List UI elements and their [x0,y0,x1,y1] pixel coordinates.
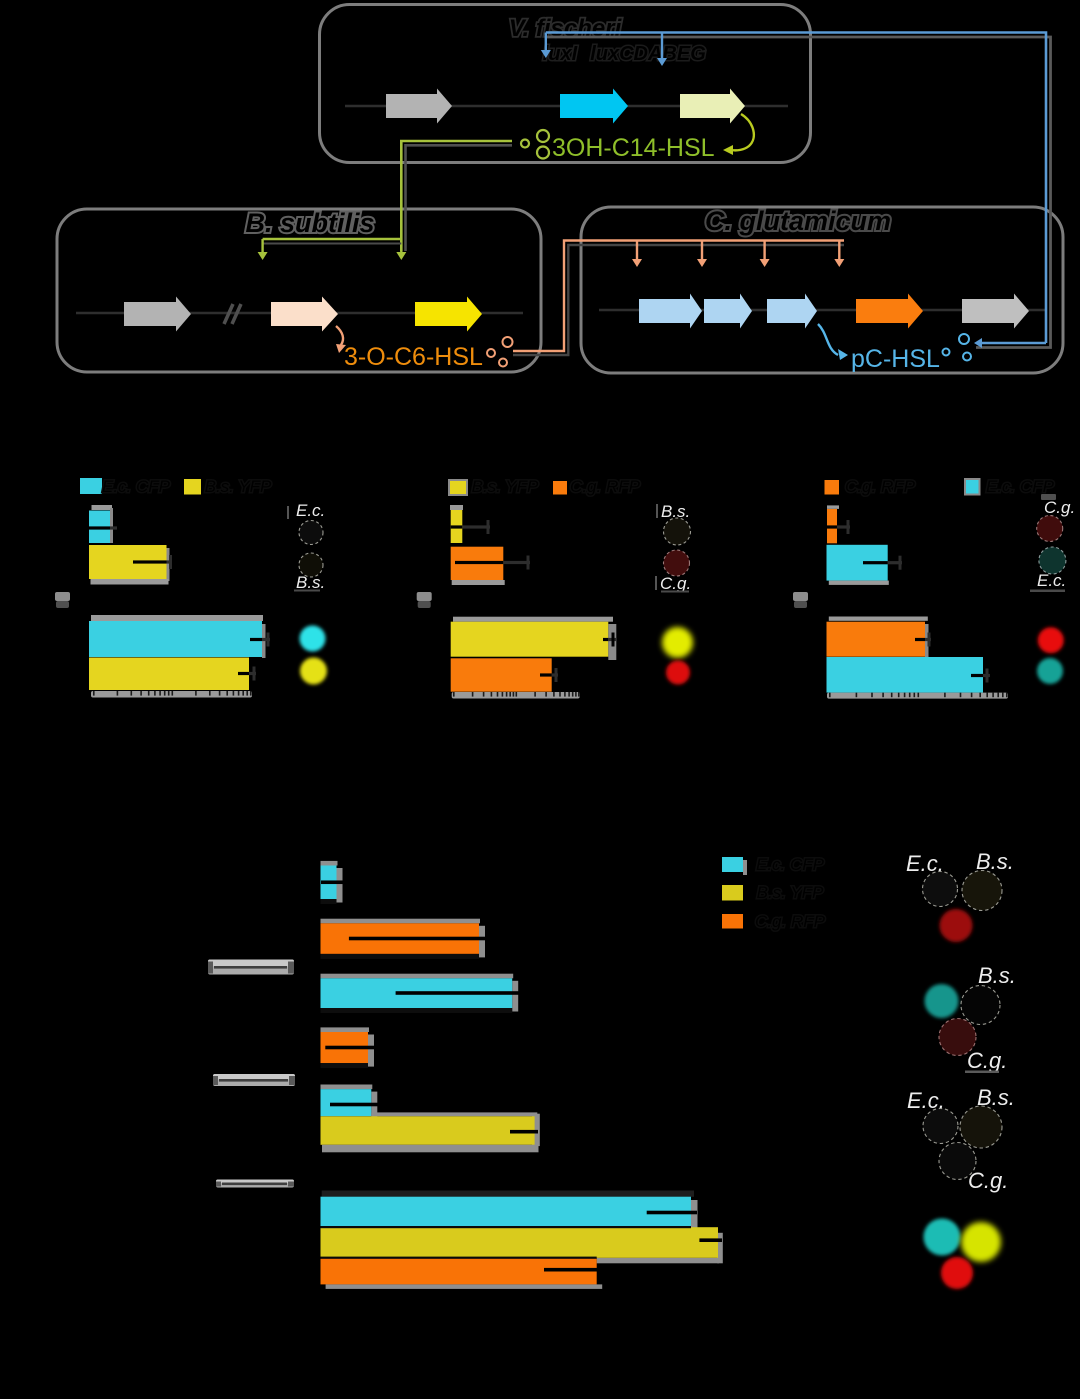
svg-text:luxCDABEG: luxCDABEG [590,43,706,65]
svg-text:C. glutamicum: C. glutamicum [705,206,891,236]
svg-text:E.c. CFP: E.c. CFP [986,477,1055,496]
svg-text:pC-HSL: pC-HSL [851,345,940,373]
svg-text:B.s. YFP: B.s. YFP [472,477,539,496]
svg-text:C.g. RFP: C.g. RFP [845,477,916,496]
svg-text:B.s.: B.s. [296,573,325,592]
svg-text:B.s. YFP: B.s. YFP [757,883,824,902]
svg-text:B.s.: B.s. [976,849,1014,874]
svg-text:E.c. CFP: E.c. CFP [102,477,171,496]
svg-text:C.g. RFP: C.g. RFP [570,477,641,496]
svg-text:E.c.: E.c. [296,501,325,520]
svg-text:C.g.: C.g. [968,1168,1008,1193]
svg-text:3OH-C14-HSL: 3OH-C14-HSL [552,134,715,162]
svg-text:C.g.: C.g. [660,574,691,593]
svg-text:E.c. CFP: E.c. CFP [756,855,825,874]
svg-text:C.g.: C.g. [1044,498,1075,517]
svg-text:B. subtilis: B. subtilis [245,208,374,238]
svg-text:B.s.: B.s. [978,963,1016,988]
svg-text:B.s. YFP: B.s. YFP [205,477,272,496]
svg-text:3-O-C6-HSL: 3-O-C6-HSL [344,343,483,371]
svg-text:C.g. RFP: C.g. RFP [755,912,826,931]
svg-text:E.c.: E.c. [1037,571,1066,590]
svg-text:B.s.: B.s. [661,502,690,521]
svg-text:C.g.: C.g. [967,1048,1007,1073]
